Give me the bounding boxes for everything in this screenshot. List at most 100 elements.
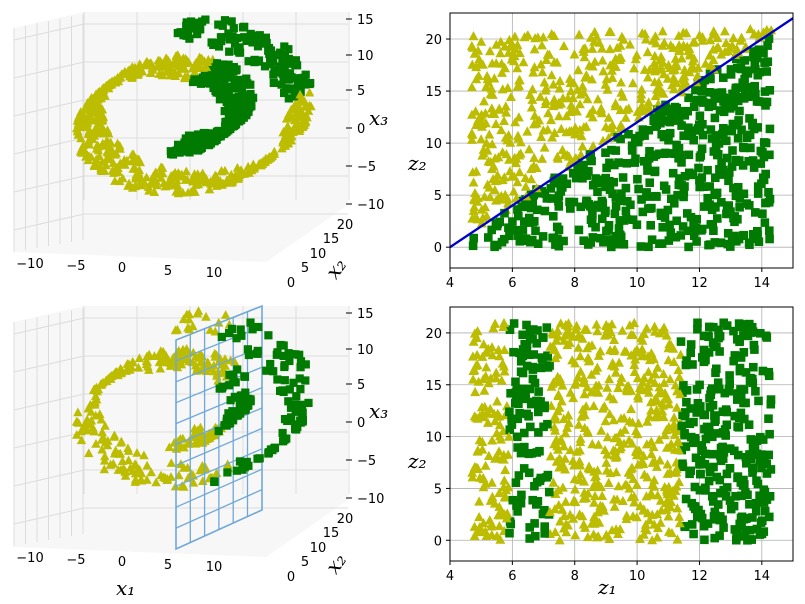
square-marker [280, 88, 289, 98]
square-marker [513, 507, 522, 516]
triangle-marker [510, 43, 521, 54]
square-marker [640, 131, 649, 140]
square-marker [748, 513, 757, 522]
square-marker [579, 160, 588, 170]
triangle-marker [648, 442, 659, 452]
square-marker [287, 84, 296, 93]
square-marker [500, 208, 509, 218]
triangle-marker [569, 460, 579, 470]
triangle-marker [481, 211, 492, 221]
triangle-marker [651, 38, 662, 48]
square-marker [543, 363, 553, 372]
square-marker [280, 67, 289, 77]
triangle-marker [670, 380, 681, 390]
square-marker [519, 464, 529, 473]
square-marker [689, 417, 698, 427]
square-marker [730, 212, 740, 221]
triangle-marker [84, 139, 95, 149]
z-tick-label: 10 [357, 343, 374, 358]
square-marker [678, 222, 688, 231]
square-marker [644, 242, 653, 252]
square-marker [718, 130, 727, 139]
triangle-marker [473, 70, 484, 80]
triangle-marker [557, 504, 568, 514]
square-marker [192, 131, 201, 140]
square-marker [704, 423, 714, 432]
triangle-marker [505, 41, 515, 51]
square-marker [566, 204, 575, 213]
square-marker [604, 235, 614, 244]
triangle-marker [577, 141, 588, 151]
square-marker [746, 454, 756, 463]
triangle-marker [563, 410, 574, 420]
triangle-marker [609, 501, 620, 511]
triangle-marker [591, 470, 601, 480]
y-tick-label: 10 [425, 431, 442, 446]
square-marker [227, 17, 236, 26]
triangle-marker [130, 180, 141, 190]
square-marker [225, 329, 234, 338]
square-marker [705, 200, 714, 209]
square-marker [220, 421, 229, 430]
square-marker [614, 158, 623, 167]
triangle-marker [629, 366, 640, 376]
triangle-marker [298, 110, 309, 120]
triangle-marker [125, 463, 136, 472]
triangle-marker [573, 65, 584, 75]
square-marker [533, 326, 542, 335]
y-tick-label: 20 [425, 327, 442, 342]
triangle-marker [597, 108, 607, 118]
square-marker [680, 182, 689, 191]
triangle-marker [491, 58, 502, 68]
square-marker [688, 360, 697, 369]
square-marker [609, 177, 618, 187]
triangle-marker [655, 517, 666, 527]
triangle-marker [144, 349, 154, 359]
square-marker [692, 385, 702, 394]
triangle-marker [120, 470, 131, 480]
square-marker [232, 334, 241, 343]
triangle-marker [568, 495, 579, 505]
triangle-marker [148, 176, 159, 186]
square-marker [643, 166, 652, 175]
triangle-marker [473, 192, 483, 202]
triangle-marker [671, 402, 682, 412]
square-marker [712, 364, 721, 374]
square-marker [196, 25, 205, 34]
triangle-marker [509, 56, 519, 66]
square-marker [214, 85, 223, 94]
triangle-marker [639, 372, 649, 382]
triangle-marker [491, 195, 501, 205]
z-tick-label: −10 [357, 198, 384, 213]
z-tick-label: 0 [357, 416, 365, 431]
triangle-marker [600, 416, 611, 426]
triangle-marker [565, 444, 576, 455]
square-marker [677, 158, 686, 167]
triangle-marker [640, 28, 650, 38]
triangle-marker [80, 419, 90, 428]
square-marker [621, 183, 631, 193]
square-marker [670, 102, 680, 112]
triangle-marker [580, 522, 590, 532]
square-marker [296, 357, 306, 366]
triangle-marker [601, 530, 611, 540]
square-marker [666, 109, 675, 119]
square-marker [249, 93, 258, 102]
triangle-marker [172, 441, 183, 450]
triangle-marker [559, 41, 569, 51]
square-marker [513, 414, 523, 424]
square-marker [753, 70, 763, 80]
triangle-marker [649, 369, 660, 379]
triangle-marker [188, 477, 199, 487]
x-tick-label: 4 [446, 569, 454, 584]
triangle-marker [160, 357, 170, 367]
square-marker [719, 523, 728, 532]
triangle-marker [178, 344, 188, 354]
triangle-marker [589, 26, 600, 36]
y-tick-label: 5 [301, 555, 309, 570]
triangle-marker [481, 137, 492, 148]
triangle-marker [669, 424, 680, 434]
square-marker [513, 205, 522, 214]
square-marker [736, 385, 745, 394]
